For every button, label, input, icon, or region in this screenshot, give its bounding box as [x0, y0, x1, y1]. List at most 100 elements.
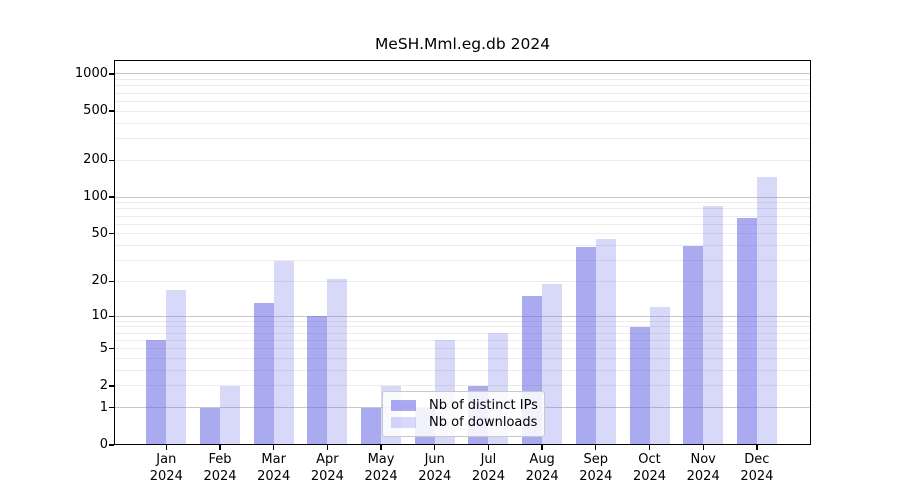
- y-tick-label: 200: [83, 152, 108, 168]
- y-tick-label: 100: [83, 189, 108, 205]
- gridline-minor: [114, 326, 811, 328]
- y-tick-label: 0: [99, 437, 108, 452]
- gridlines-layer: [114, 60, 811, 445]
- legend-swatch-distinct-ips: [391, 400, 416, 411]
- x-tick-year: 2024: [525, 469, 559, 484]
- bar-distinct-ips: [199, 407, 220, 445]
- bar-downloads: [219, 386, 240, 445]
- y-tick-mark: [109, 407, 114, 409]
- x-tick-label: Sep 2024: [561, 451, 631, 485]
- gridline-minor: [114, 260, 811, 262]
- x-tick-mark: [756, 445, 758, 450]
- x-tick-month: Mar: [261, 452, 286, 467]
- gridline-minor: [114, 215, 811, 217]
- bar-downloads: [327, 278, 348, 445]
- bar-distinct-ips: [361, 407, 382, 445]
- x-tick-year: 2024: [579, 469, 613, 484]
- bar-distinct-ips: [253, 303, 274, 445]
- x-tick-mark: [380, 445, 382, 450]
- gridline-minor: [114, 137, 811, 139]
- gridline-minor: [114, 280, 811, 282]
- y-tick-mark: [109, 233, 114, 235]
- gridline-minor: [114, 208, 811, 210]
- x-tick-month: Aug: [529, 452, 555, 467]
- x-tick-year: 2024: [471, 469, 505, 484]
- x-tick-label: Mar 2024: [239, 451, 309, 485]
- x-tick-year: 2024: [740, 469, 774, 484]
- y-tick-mark: [109, 73, 114, 75]
- x-tick-label: Nov 2024: [668, 451, 738, 485]
- gridline-minor: [114, 332, 811, 334]
- legend-label: Nb of distinct IPs: [429, 398, 538, 413]
- x-tick-mark: [541, 445, 543, 450]
- bar-downloads: [273, 260, 294, 445]
- bar-downloads: [703, 205, 724, 445]
- x-tick-month: Oct: [638, 452, 661, 467]
- gridline-minor: [114, 233, 811, 235]
- bar-distinct-ips: [736, 218, 757, 445]
- x-tick-label: Oct 2024: [615, 451, 685, 485]
- gridline-minor: [114, 79, 811, 81]
- bar-distinct-ips: [683, 245, 704, 445]
- x-tick-mark: [434, 445, 436, 450]
- x-tick-year: 2024: [632, 469, 667, 484]
- x-tick-label: Dec 2024: [722, 451, 792, 485]
- gridline-minor: [114, 202, 811, 204]
- gridline-minor: [114, 159, 811, 161]
- gridline-minor: [114, 110, 811, 112]
- x-tick-month: Feb: [208, 452, 232, 467]
- y-tick-mark: [109, 385, 114, 387]
- gridline-minor: [114, 85, 811, 87]
- gridline-major: [114, 73, 811, 75]
- legend: Nb of distinct IPs Nb of downloads: [382, 391, 545, 437]
- bar-distinct-ips: [629, 326, 650, 445]
- x-tick-month: Jul: [480, 452, 497, 467]
- x-tick-year: 2024: [686, 469, 720, 484]
- gridline-major: [114, 196, 811, 198]
- x-tick-mark: [595, 445, 597, 450]
- y-tick-mark: [109, 280, 114, 283]
- x-tick-mark: [487, 445, 490, 450]
- bar-distinct-ips: [575, 246, 596, 445]
- bar-downloads: [166, 289, 187, 445]
- legend-label: Nb of downloads: [429, 415, 538, 430]
- legend-item: Nb of distinct IPs: [391, 398, 538, 413]
- x-tick-month: Nov: [690, 452, 716, 467]
- y-tick-label: 20: [91, 273, 108, 289]
- gridline-minor: [114, 348, 811, 350]
- y-tick-mark: [109, 110, 114, 112]
- x-tick-year: 2024: [257, 469, 291, 484]
- x-tick-month: May: [367, 452, 395, 467]
- bar-distinct-ips: [307, 316, 328, 445]
- x-tick-label: Jan 2024: [131, 451, 201, 485]
- gridline-minor: [114, 385, 811, 387]
- bar-downloads: [542, 284, 563, 445]
- y-tick-label: 500: [83, 103, 108, 119]
- y-tick-mark: [109, 196, 114, 198]
- gridline-minor: [114, 92, 811, 94]
- gridline-minor: [114, 320, 811, 322]
- x-tick-month: Jan: [156, 452, 177, 467]
- y-tick-label: 1: [99, 399, 108, 415]
- y-tick-label: 50: [91, 225, 108, 241]
- y-tick-label: 1000: [74, 65, 108, 81]
- y-tick-label: 5: [99, 340, 108, 356]
- x-tick-label: Apr 2024: [292, 451, 362, 485]
- x-tick-mark: [326, 445, 329, 450]
- bar-downloads: [649, 307, 670, 445]
- x-tick-month: Jun: [424, 452, 445, 467]
- x-tick-label: Jun 2024: [400, 451, 470, 485]
- bar-distinct-ips: [146, 340, 167, 445]
- x-tick-year: 2024: [418, 469, 452, 484]
- bars-layer: [114, 60, 811, 445]
- x-tick-year: 2024: [310, 469, 344, 484]
- x-tick-year: 2024: [364, 469, 398, 484]
- chart-title: MeSH.Mml.eg.db 2024: [374, 35, 551, 53]
- bar-downloads: [595, 239, 616, 445]
- x-tick-year: 2024: [203, 469, 237, 484]
- gridline-minor: [114, 223, 811, 225]
- x-tick-mark: [702, 445, 704, 450]
- plot-area: [114, 60, 811, 445]
- y-tick-label: 10: [91, 308, 108, 324]
